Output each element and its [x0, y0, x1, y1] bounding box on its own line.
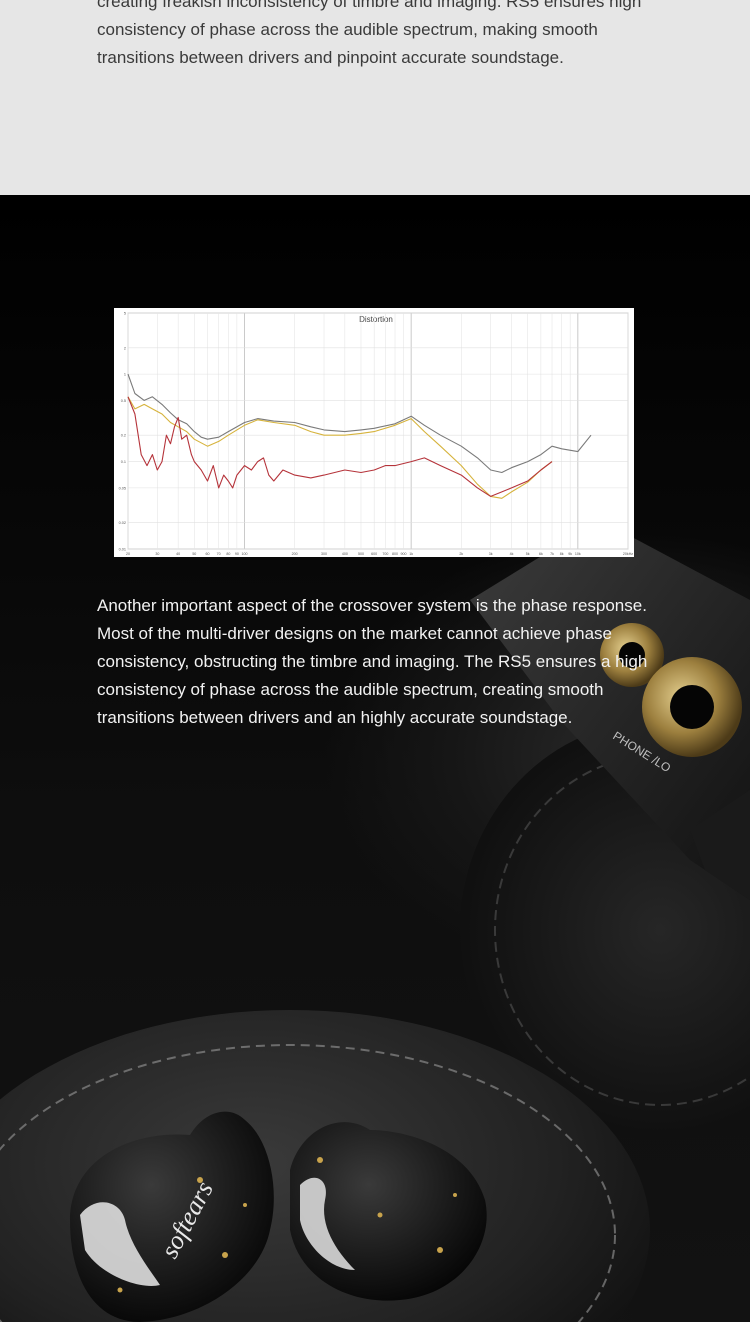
x-tick-label: 10k — [575, 552, 581, 556]
y-tick-label: 0.05 — [119, 486, 126, 490]
x-tick-label: 6k — [539, 552, 543, 556]
y-tick-label: 5 — [124, 312, 126, 316]
x-tick-label: 4k — [510, 552, 514, 556]
x-tick-label: 700 — [382, 552, 388, 556]
x-tick-label: 5k — [526, 552, 530, 556]
x-tick-label: 2k — [459, 552, 463, 556]
top-section: creating freakish inconsistency of timbr… — [0, 0, 750, 195]
y-tick-label: 0.5 — [121, 399, 126, 403]
series-line-h3 — [127, 396, 553, 497]
x-tick-label: 900 — [401, 552, 407, 556]
earphone-left: softears — [70, 1111, 274, 1322]
x-tick-label: 20kHz — [623, 552, 633, 556]
x-tick-label: 400 — [342, 552, 348, 556]
x-tick-label: 40 — [176, 552, 180, 556]
y-tick-label: 2 — [124, 346, 126, 350]
x-tick-label: 1k — [409, 552, 413, 556]
y-tick-label: 0.2 — [121, 434, 126, 438]
x-tick-label: 30 — [155, 552, 159, 556]
dap-player: PHONE /LO — [470, 520, 750, 900]
x-tick-label: 600 — [371, 552, 377, 556]
x-tick-label: 200 — [292, 552, 298, 556]
x-tick-label: 100 — [241, 552, 247, 556]
x-tick-label: 800 — [392, 552, 398, 556]
x-tick-label: 90 — [235, 552, 239, 556]
x-tick-label: 60 — [206, 552, 210, 556]
earphone-right — [290, 1122, 487, 1301]
chart-title: Distortion — [359, 315, 393, 324]
x-tick-label: 20 — [126, 552, 130, 556]
x-tick-label: 3k — [489, 552, 493, 556]
x-tick-label: 500 — [358, 552, 364, 556]
y-tick-label: 0.01 — [119, 548, 126, 552]
x-tick-label: 300 — [321, 552, 327, 556]
series-line-h2 — [127, 396, 553, 499]
y-tick-label: 0.02 — [119, 521, 126, 525]
distortion-chart: Distortion 20 30 40 50 60 70 80 90 100 200 300 400 5… — [114, 308, 634, 557]
x-tick-label: 80 — [226, 552, 230, 556]
body-paragraph: Another important aspect of the crossove… — [97, 596, 648, 727]
y-tick-label: 0.1 — [121, 460, 126, 464]
x-tick-label: 8k — [560, 552, 564, 556]
x-tick-label: 50 — [192, 552, 196, 556]
y-tick-label: 1 — [124, 373, 126, 377]
x-tick-label: 7k — [550, 552, 554, 556]
x-tick-label: 9k — [568, 552, 572, 556]
top-paragraph: creating freakish inconsistency of timbr… — [97, 0, 642, 67]
x-tick-label: 70 — [217, 552, 221, 556]
chart-svg: Distortion 20 30 40 50 60 70 80 90 100 200 300 400 5… — [114, 308, 634, 557]
